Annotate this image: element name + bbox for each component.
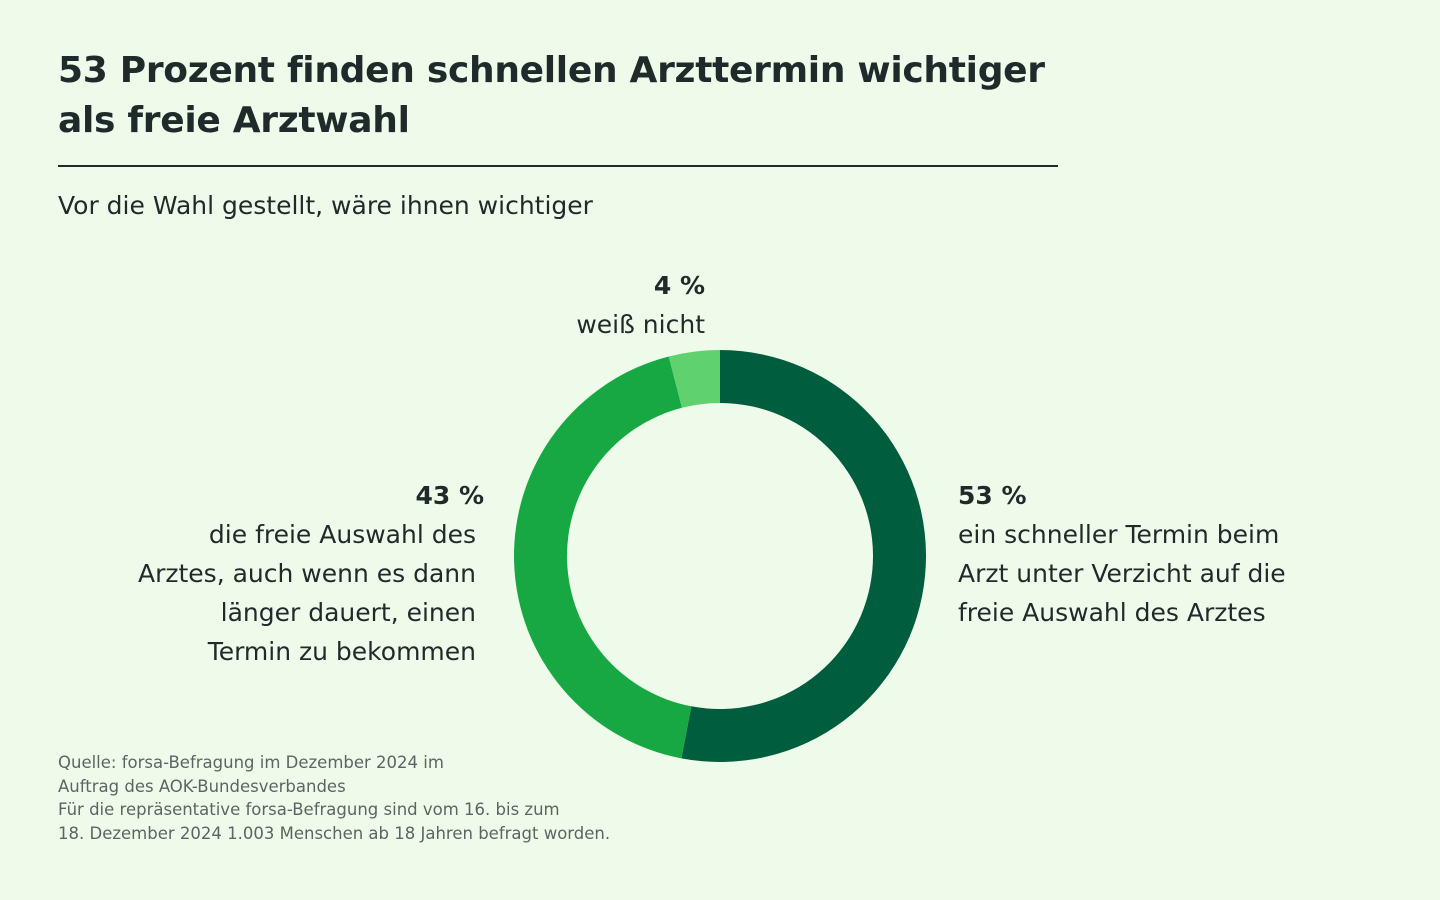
donut-slice-weiss-nicht xyxy=(668,350,720,408)
source-line: Für die repräsentative forsa-Befragung s… xyxy=(58,800,560,819)
donut-slice-freie-auswahl xyxy=(513,356,692,759)
slice-label-weiss-nicht: 4 % weiß nicht xyxy=(505,266,705,344)
slice-desc-line: ein schneller Termin beim xyxy=(958,520,1280,549)
chart-title-line-2: als freie Arztwahl xyxy=(58,100,410,141)
source-note: Quelle: forsa-Befragung im Dezember 2024… xyxy=(58,751,610,845)
title-divider xyxy=(58,165,1058,167)
slice-value-label: 53 % xyxy=(958,481,1027,510)
slice-desc-line: Arztes, auch wenn es dann xyxy=(137,559,476,588)
source-line: 18. Dezember 2024 1.003 Menschen ab 18 J… xyxy=(58,823,611,843)
slice-desc-line: länger dauert, einen xyxy=(220,598,476,627)
slice-value-label: 4 % xyxy=(653,271,705,300)
slice-desc-line: Arzt unter Verzicht auf die xyxy=(958,559,1286,588)
source-line: Auftrag des AOK-Bundesverbandes xyxy=(58,776,346,796)
slice-desc-line: die freie Auswahl des xyxy=(208,520,476,549)
source-line: Quelle: forsa-Befragung im Dezember 2024… xyxy=(58,753,444,772)
slice-desc-line: Termin zu bekommen xyxy=(207,637,476,666)
chart-title-line-1: 53 Prozent finden schnellen Arzttermin w… xyxy=(58,50,1045,91)
chart-title: 53 Prozent finden schnellen Arzttermin w… xyxy=(58,46,1058,146)
slice-label-schneller-termin: 53 % ein schneller Termin beim Arzt unte… xyxy=(958,476,1358,632)
slice-desc-line: freie Auswahl des Arztes xyxy=(958,598,1266,627)
slice-value-label: 43 % xyxy=(415,481,484,510)
slice-label-freie-auswahl: 43 % die freie Auswahl des Arztes, auch … xyxy=(88,476,484,671)
donut-slice-schneller-termin xyxy=(681,350,927,762)
chart-subtitle: Vor die Wahl gestellt, wäre ihnen wichti… xyxy=(58,191,593,220)
slice-desc-line: weiß nicht xyxy=(576,310,705,339)
